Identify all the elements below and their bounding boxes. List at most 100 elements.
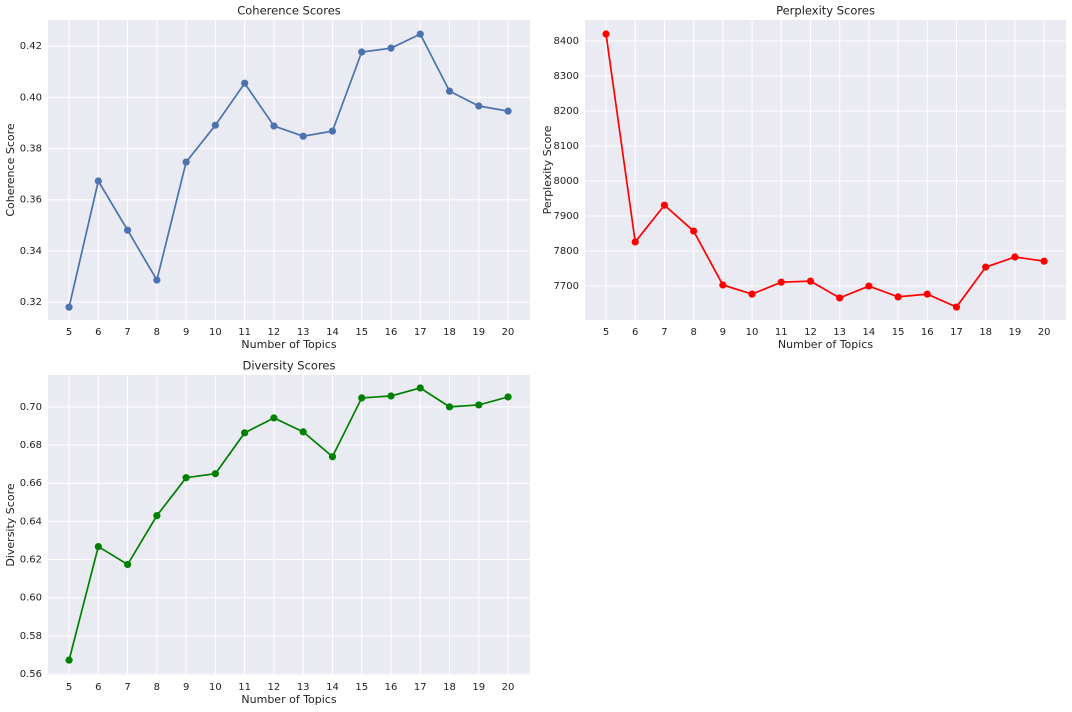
marker bbox=[1011, 253, 1019, 261]
y-tick-label: 0.36 bbox=[20, 195, 42, 206]
x-tick-label: 16 bbox=[385, 682, 398, 693]
marker bbox=[894, 293, 902, 301]
marker bbox=[982, 263, 990, 271]
marker bbox=[416, 384, 424, 392]
chart-title: Coherence Scores bbox=[237, 4, 341, 18]
chart-title: Diversity Scores bbox=[242, 359, 335, 373]
x-axis-label: Number of Topics bbox=[241, 338, 336, 351]
x-tick-label: 5 bbox=[603, 327, 609, 338]
marker bbox=[241, 429, 249, 437]
marker bbox=[719, 281, 727, 289]
y-tick-label: 7800 bbox=[554, 246, 579, 257]
x-tick-label: 6 bbox=[632, 327, 638, 338]
marker bbox=[94, 177, 102, 185]
x-tick-label: 5 bbox=[66, 327, 72, 338]
marker bbox=[806, 277, 815, 285]
x-tick-label: 19 bbox=[472, 682, 485, 693]
marker bbox=[416, 30, 424, 38]
y-tick-label: 7700 bbox=[554, 281, 579, 292]
x-tick-label: 9 bbox=[720, 327, 726, 338]
y-tick-label: 0.62 bbox=[20, 555, 42, 566]
x-tick-label: 18 bbox=[443, 327, 456, 338]
marker bbox=[602, 30, 610, 38]
marker bbox=[211, 470, 219, 478]
x-tick-label: 14 bbox=[863, 327, 876, 338]
marker bbox=[270, 122, 278, 130]
y-tick-label: 0.34 bbox=[20, 246, 42, 257]
marker bbox=[387, 44, 395, 52]
x-tick-label: 9 bbox=[183, 682, 189, 693]
x-tick-label: 5 bbox=[66, 682, 72, 693]
marker bbox=[153, 276, 161, 284]
plot-area bbox=[585, 20, 1066, 320]
x-tick-label: 15 bbox=[892, 327, 905, 338]
x-axis-label: Number of Topics bbox=[241, 693, 336, 706]
line bbox=[68, 387, 509, 661]
y-axis-label: Coherence Score bbox=[4, 123, 17, 217]
x-tick-label: 18 bbox=[443, 682, 456, 693]
marker bbox=[182, 158, 190, 166]
marker bbox=[328, 453, 337, 461]
marker bbox=[124, 226, 132, 234]
x-tick-label: 6 bbox=[95, 327, 101, 338]
x-tick-label: 12 bbox=[804, 327, 817, 338]
x-tick-label: 8 bbox=[690, 327, 696, 338]
y-tick-label: 0.70 bbox=[20, 402, 42, 413]
x-tick-label: 13 bbox=[297, 682, 310, 693]
marker bbox=[387, 392, 395, 400]
y-tick-label: 0.38 bbox=[20, 143, 42, 154]
marker bbox=[504, 107, 512, 115]
x-tick-label: 11 bbox=[775, 327, 788, 338]
marker bbox=[328, 127, 337, 135]
x-tick-label: 19 bbox=[1009, 327, 1022, 338]
x-tick-label: 10 bbox=[209, 682, 222, 693]
x-tick-label: 20 bbox=[1038, 327, 1051, 338]
y-tick-label: 0.66 bbox=[20, 478, 42, 489]
marker bbox=[241, 79, 249, 87]
marker bbox=[660, 201, 669, 209]
x-tick-label: 11 bbox=[238, 327, 251, 338]
y-axis-label: Perplexity Score bbox=[541, 125, 554, 214]
marker bbox=[270, 414, 278, 422]
marker bbox=[748, 290, 756, 298]
x-tick-label: 17 bbox=[414, 327, 427, 338]
y-tick-label: 0.32 bbox=[20, 297, 42, 308]
x-tick-label: 19 bbox=[472, 327, 485, 338]
x-tick-label: 12 bbox=[268, 327, 281, 338]
marker bbox=[65, 656, 73, 664]
marker bbox=[211, 121, 219, 129]
y-tick-label: 0.60 bbox=[20, 593, 42, 604]
x-tick-label: 9 bbox=[183, 327, 189, 338]
x-tick-label: 8 bbox=[154, 327, 160, 338]
x-tick-label: 10 bbox=[746, 327, 759, 338]
x-tick-label: 7 bbox=[661, 327, 667, 338]
x-tick-label: 14 bbox=[326, 327, 339, 338]
y-tick-label: 0.58 bbox=[20, 631, 42, 642]
x-tick-label: 13 bbox=[833, 327, 846, 338]
marker bbox=[1040, 257, 1048, 265]
marker bbox=[299, 132, 307, 140]
marker bbox=[445, 403, 454, 411]
x-axis-label: Number of Topics bbox=[778, 338, 873, 351]
x-tick-label: 7 bbox=[124, 327, 130, 338]
x-tick-label: 14 bbox=[326, 682, 339, 693]
x-tick-label: 15 bbox=[355, 682, 368, 693]
plot-area bbox=[48, 20, 530, 320]
marker bbox=[504, 393, 512, 401]
y-tick-label: 8300 bbox=[554, 71, 579, 82]
x-tick-label: 10 bbox=[209, 327, 222, 338]
x-tick-label: 16 bbox=[385, 327, 398, 338]
marker bbox=[777, 278, 785, 286]
line bbox=[68, 32, 509, 308]
x-tick-label: 6 bbox=[95, 682, 101, 693]
x-tick-label: 17 bbox=[950, 327, 963, 338]
line bbox=[605, 33, 1045, 309]
marker bbox=[952, 303, 961, 311]
x-tick-label: 20 bbox=[502, 327, 515, 338]
x-tick-label: 12 bbox=[268, 682, 281, 693]
marker bbox=[124, 560, 132, 569]
x-tick-label: 16 bbox=[921, 327, 934, 338]
marker bbox=[182, 474, 190, 482]
marker bbox=[923, 290, 931, 298]
chart-title: Perplexity Scores bbox=[776, 4, 875, 18]
